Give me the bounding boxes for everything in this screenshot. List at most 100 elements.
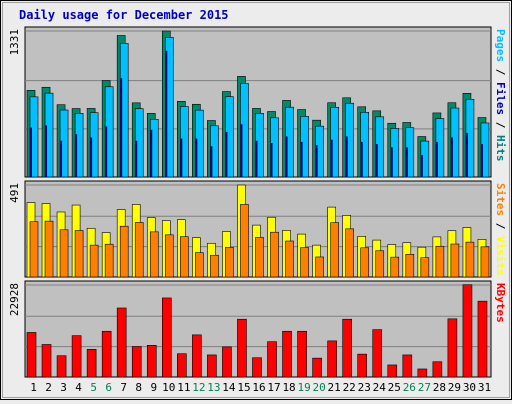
bar-kbytes-day-27 — [417, 368, 428, 378]
x-tick-label-day-11: 11 — [177, 381, 190, 394]
x-tick-label-day-10: 10 — [162, 381, 175, 394]
y-max-label: 1331 — [8, 29, 21, 56]
panel-visits-sites: 491 Sites / Visits — [8, 180, 507, 278]
bar-pages-day-12 — [195, 138, 198, 177]
bar-kbytes-day-24 — [372, 329, 383, 378]
x-tick-label-day-12: 12 — [192, 381, 205, 394]
legend-entry: Pages — [494, 29, 507, 62]
x-tick-label-day-7: 7 — [120, 381, 127, 394]
legend: Sites / Visits — [494, 183, 507, 276]
x-tick-label-day-22: 22 — [343, 381, 356, 394]
bar-sites-day-24 — [375, 250, 385, 278]
bar-kbytes-day-17 — [267, 341, 277, 378]
bar-sites-day-29 — [450, 243, 460, 278]
y-max-label: 22928 — [8, 283, 21, 316]
bar-sites-day-22 — [345, 228, 354, 278]
x-tick-label-day-15: 15 — [237, 381, 250, 394]
y-max-label: 491 — [8, 183, 21, 203]
bar-kbytes-day-20 — [312, 357, 322, 378]
bar-kbytes-day-11 — [177, 353, 187, 378]
bar-kbytes-day-15 — [237, 318, 247, 378]
bar-kbytes-day-5 — [86, 349, 97, 378]
x-tick-labels: 1 2 3 4 5 6 7 8 9 10 11 12 13 14 15 16 17 18 19 20 21 22 23 24 2… — [30, 381, 491, 394]
bar-sites-day-6 — [104, 243, 114, 278]
legend-entry: / — [494, 62, 507, 82]
legend-entry: Visits — [494, 236, 507, 276]
bar-kbytes-day-13 — [207, 354, 217, 378]
bar-pages-day-9 — [150, 129, 153, 177]
bar-sites-day-11 — [180, 236, 189, 278]
x-tick-label-day-8: 8 — [135, 381, 142, 394]
bar-sites-day-9 — [149, 231, 159, 278]
bar-kbytes-day-28 — [432, 361, 443, 378]
bar-sites-day-21 — [330, 222, 339, 278]
x-tick-label-day-5: 5 — [90, 381, 97, 394]
bar-pages-day-31 — [480, 144, 483, 177]
bar-kbytes-day-22 — [342, 318, 352, 378]
bar-sites-day-5 — [89, 244, 99, 278]
chart-panels: 1331 Pages / Files / Hits 491 Sites / Visit… — [8, 26, 507, 378]
x-tick-label-day-25: 25 — [388, 381, 401, 394]
bar-pages-day-17 — [270, 142, 273, 177]
x-tick-label-day-18: 18 — [282, 381, 295, 394]
bar-sites-day-7 — [119, 225, 129, 278]
bar-sites-day-13 — [210, 254, 219, 278]
bar-pages-day-13 — [210, 146, 213, 177]
bar-kbytes-day-25 — [387, 364, 398, 378]
bar-sites-day-30 — [465, 241, 475, 278]
bar-sites-day-17 — [270, 231, 279, 278]
bar-pages-day-26 — [405, 147, 408, 177]
bar-pages-day-3 — [60, 140, 63, 177]
x-tick-label-day-23: 23 — [358, 381, 371, 394]
bar-sites-day-28 — [435, 245, 445, 278]
bar-pages-day-20 — [315, 145, 318, 177]
legend: Pages / Files / Hits — [494, 29, 507, 162]
bar-pages-day-28 — [435, 141, 438, 177]
legend-entry: / — [494, 115, 507, 135]
bar-pages-day-14 — [225, 132, 228, 177]
bar-sites-day-12 — [195, 252, 204, 278]
bar-pages-day-11 — [180, 138, 183, 177]
x-tick-label-day-17: 17 — [267, 381, 280, 394]
bar-pages-day-27 — [420, 155, 423, 177]
x-tick-label-day-20: 20 — [313, 381, 326, 394]
x-tick-label-day-24: 24 — [373, 381, 387, 394]
bar-sites-day-23 — [360, 247, 370, 278]
bar-sites-day-15 — [240, 204, 249, 278]
bar-sites-day-31 — [480, 246, 490, 278]
legend-entry: Hits — [494, 135, 507, 162]
bar-kbytes-day-26 — [402, 354, 413, 378]
bar-sites-day-19 — [300, 247, 309, 278]
bar-pages-day-25 — [390, 147, 393, 177]
bar-sites-day-18 — [285, 240, 294, 278]
x-tick-label-day-16: 16 — [252, 381, 265, 394]
bar-kbytes-day-2 — [41, 344, 52, 378]
legend-entry: Sites — [494, 183, 507, 216]
x-tick-label-day-3: 3 — [60, 381, 67, 394]
bar-sites-day-26 — [405, 254, 415, 278]
inner-border — [2, 2, 510, 398]
bar-kbytes-day-19 — [297, 330, 307, 378]
bar-kbytes-day-3 — [56, 355, 67, 378]
x-tick-label-day-19: 19 — [297, 381, 310, 394]
bar-kbytes-day-29 — [447, 318, 458, 378]
bar-sites-day-16 — [255, 237, 264, 278]
legend-entry: Files — [494, 82, 507, 115]
bar-kbytes-day-12 — [192, 334, 202, 378]
x-tick-label-day-30: 30 — [463, 381, 476, 394]
bar-pages-day-5 — [90, 137, 93, 177]
legend: KBytes — [494, 283, 507, 323]
bar-pages-day-23 — [360, 141, 363, 177]
x-tick-label-day-21: 21 — [328, 381, 341, 394]
chart-title: Daily usage for December 2015 — [19, 8, 229, 22]
bar-pages-day-21 — [330, 139, 333, 177]
bar-sites-day-20 — [315, 256, 324, 278]
x-tick-label-day-6: 6 — [105, 381, 112, 394]
bar-pages-day-22 — [345, 136, 348, 177]
bar-sites-day-14 — [225, 247, 234, 278]
bar-sites-day-2 — [44, 220, 54, 278]
bar-kbytes-day-30 — [462, 284, 473, 378]
bar-kbytes-day-31 — [477, 300, 488, 378]
